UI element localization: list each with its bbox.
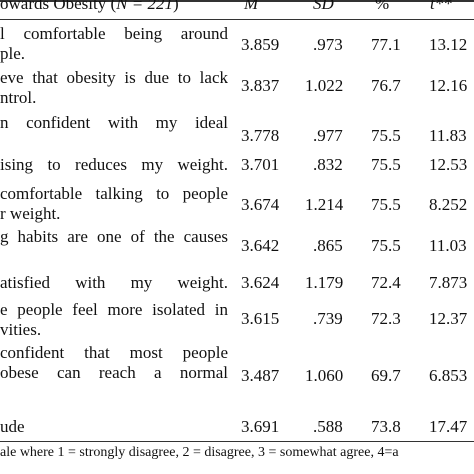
statement-cell: confident that most people obese can rea… [0,343,228,382]
statement-cell: eve that obesity is due to lack ntrol. [0,68,228,107]
t-value: 11.83 [429,126,467,145]
t-value: 8.252 [429,195,468,214]
statement-cell: ude [0,417,25,436]
column-header-t: t** [430,0,452,13]
statement-cell: atisfied with my weight. [0,273,228,292]
mean-value: 3.859 [241,35,280,54]
sd-value: .588 [313,417,343,436]
table-footnote: ale where 1 = strongly disagree, 2 = dis… [0,445,399,460]
statement-cell: ising to reduces my weight. [0,155,228,174]
t-value: 7.873 [429,273,468,292]
sd-value: 1.060 [305,366,344,385]
sd-value: .739 [313,309,343,328]
t-value: 12.53 [429,155,468,174]
percent-value: 77.1 [371,35,401,54]
column-header-statement: owards Obesity (N = 221) [0,0,179,13]
percent-value: 75.5 [371,236,401,255]
t-value: 12.37 [429,309,468,328]
statement-cell: e people feel more isolated in vities. [0,300,228,339]
mean-value: 3.837 [241,76,280,95]
sd-value: .832 [313,155,343,174]
column-header-percent: % [375,0,390,13]
mean-value: 3.487 [241,366,280,385]
statement-cell: l comfortable being around ple. [0,24,228,63]
header-rule [0,19,474,20]
statement-cell: comfortable talking to people r weight. [0,184,228,223]
t-value: 11.03 [429,236,467,255]
percent-value: 75.5 [371,155,401,174]
mean-value: 3.691 [241,417,280,436]
mean-value: 3.701 [241,155,280,174]
percent-value: 76.7 [371,76,401,95]
percent-value: 72.3 [371,309,401,328]
table-bottom-rule [0,441,474,442]
sd-value: 1.022 [305,76,344,95]
sd-value: 1.179 [305,273,344,292]
sd-value: .865 [313,236,343,255]
percent-value: 75.5 [371,195,401,214]
mean-value: 3.624 [241,273,280,292]
t-value: 13.12 [429,35,468,54]
mean-value: 3.615 [241,309,280,328]
sd-value: .973 [313,35,343,54]
percent-value: 73.8 [371,417,401,436]
mean-value: 3.674 [241,195,280,214]
column-header-mean: M [244,0,259,13]
t-value: 17.47 [429,417,468,436]
mean-value: 3.642 [241,236,280,255]
sd-value: 1.214 [305,195,344,214]
percent-value: 69.7 [371,366,401,385]
statement-cell: g habits are one of the causes [0,227,228,246]
t-value: 6.853 [429,366,468,385]
column-header-sd: SD [313,0,334,13]
percent-value: 75.5 [371,126,401,145]
table-top-rule [0,0,474,2]
percent-value: 72.4 [371,273,401,292]
sd-value: .977 [313,126,343,145]
statement-cell: n confident with my ideal [0,113,228,132]
mean-value: 3.778 [241,126,280,145]
t-value: 12.16 [429,76,468,95]
